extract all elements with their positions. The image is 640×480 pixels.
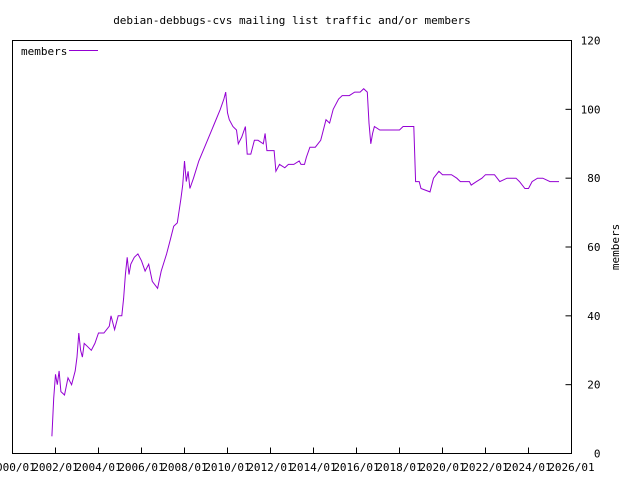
- x-tick-label: 2004/01: [75, 461, 121, 474]
- y-tick-label: 0: [594, 448, 601, 461]
- y-tick-label: 120: [581, 35, 601, 48]
- y-axis-label: members: [609, 224, 622, 270]
- x-tick-label: 2020/01: [419, 461, 465, 474]
- x-tick-label: 2022/01: [462, 461, 508, 474]
- x-tick-label: 2002/01: [32, 461, 78, 474]
- x-tick-label: 2026/01: [548, 461, 594, 474]
- plot-area: [12, 40, 572, 454]
- x-tick-label: 2012/01: [247, 461, 293, 474]
- series-line-members: [51, 88, 559, 437]
- y-tick-label: 20: [587, 379, 600, 392]
- x-tick-label: 2016/01: [333, 461, 379, 474]
- chart-title: debian-debbugs-cvs mailing list traffic …: [113, 14, 471, 27]
- legend-label: members: [21, 45, 67, 58]
- x-tick-label: 2014/01: [290, 461, 336, 474]
- y-tick-label: 80: [587, 172, 600, 185]
- y-tick-label: 40: [587, 310, 600, 323]
- x-tick-label: 2006/01: [118, 461, 164, 474]
- x-tick-label: 2010/01: [204, 461, 250, 474]
- x-axis-ticks: 2000/012002/012004/012006/012008/012010/…: [0, 447, 595, 474]
- x-tick-label: 2018/01: [376, 461, 422, 474]
- y-tick-label: 100: [581, 103, 601, 116]
- x-tick-label: 2008/01: [161, 461, 207, 474]
- y-axis-ticks: 0 20 40 60 80 100 120: [565, 35, 601, 461]
- x-tick-label: 2024/01: [505, 461, 551, 474]
- legend: members: [21, 45, 98, 58]
- y-tick-label: 60: [587, 241, 600, 254]
